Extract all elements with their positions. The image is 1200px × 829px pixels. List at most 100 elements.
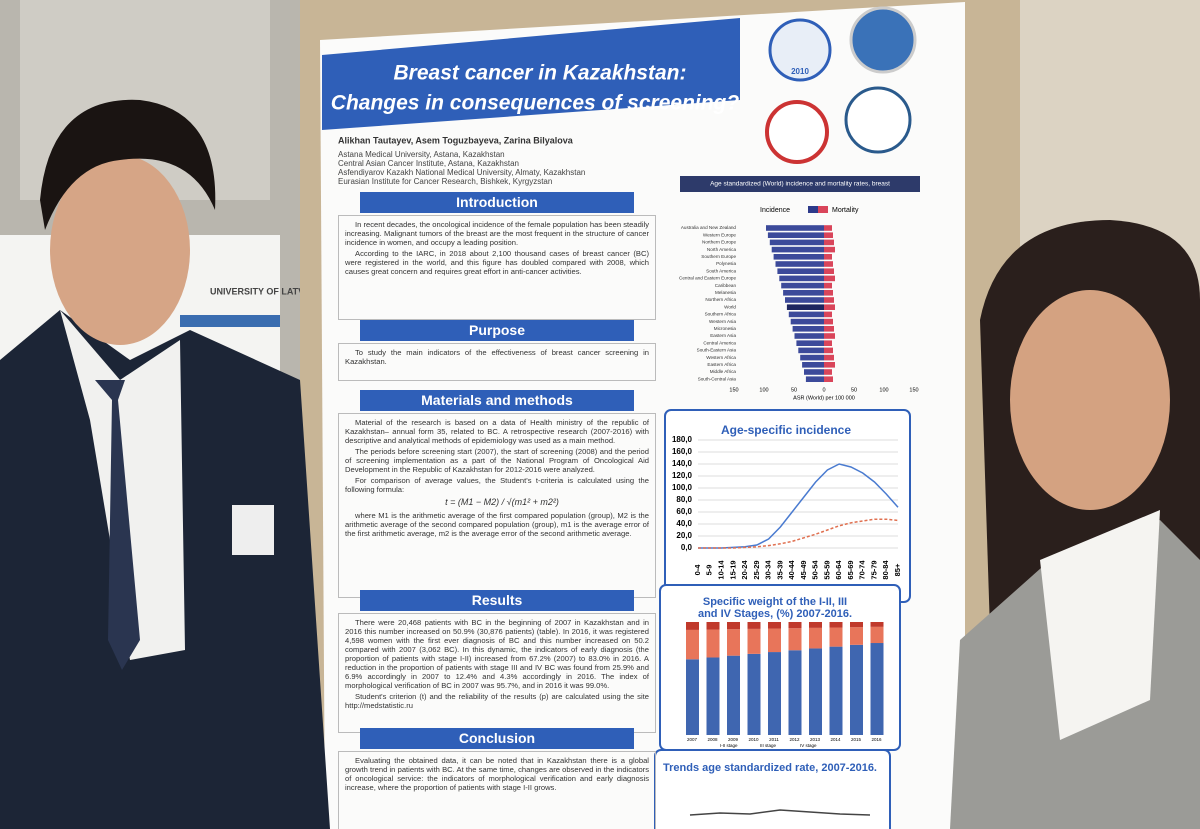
mortality-bar — [824, 239, 834, 246]
section: Results There were 20,468 patients with B… — [338, 590, 656, 733]
section: Introduction In recent decades, the oncol… — [338, 192, 656, 320]
world-chart: Incidence Mortality Australia and New Zeal… — [679, 206, 919, 401]
incidence-bar — [783, 290, 824, 296]
stage-bar — [768, 628, 781, 653]
stage-bar — [809, 648, 822, 735]
incidence-bar — [804, 369, 824, 375]
incidence-bar — [766, 225, 824, 231]
incidence-bar — [771, 246, 824, 253]
mortality-bar — [824, 268, 834, 274]
x-tick-label: 75-79 — [869, 560, 878, 579]
stage-bar — [768, 652, 781, 735]
legend-swatch — [818, 206, 828, 213]
legend-label: IV stage — [800, 743, 817, 748]
paragraph: Evaluating the obtained data, it can be … — [345, 756, 649, 792]
age-chart: 180,0 160,0 140,0 120,0 100,0 80,0 60,0 40,0 20,… — [672, 435, 902, 579]
mortality-bar — [824, 254, 832, 260]
stage-bar — [850, 644, 863, 735]
incidence-bar — [796, 340, 824, 346]
stage-bar — [706, 622, 720, 630]
region-label: Australia and New Zealand — [681, 225, 737, 230]
x-tick-label: 50 — [791, 387, 797, 393]
incidence-bar — [781, 282, 824, 289]
logo-text: UNIVERSITY OF LATVIA — [210, 286, 314, 296]
incidence-bar — [767, 232, 824, 238]
y-tick-label: 160,0 — [672, 447, 693, 456]
stage-bar — [706, 629, 720, 658]
incidence-bar — [769, 239, 824, 246]
year-label: 2007 — [687, 737, 698, 742]
incidence-bar — [773, 254, 824, 260]
logo — [844, 86, 912, 154]
affiliation: Central Asian Cancer Institute, Astana, … — [338, 159, 519, 168]
authors: Alikhan Tautayev, Asem Toguzbayeva, Zari… — [338, 135, 574, 145]
region-label: Northern Europe — [702, 240, 736, 245]
x-tick-label: 5-9 — [705, 565, 714, 576]
year-label: 2008 — [707, 737, 718, 742]
region-label: South-Eastern Asia — [697, 348, 737, 353]
mortality-bar — [824, 340, 832, 346]
y-tick-label: 180,0 — [672, 435, 693, 444]
title-banner — [322, 18, 740, 130]
section-body: Evaluating the obtained data, it can be … — [338, 751, 656, 829]
section-heading: Materials and methods — [360, 390, 634, 411]
incidence-bar — [775, 261, 824, 267]
region-label: Southern Africa — [705, 312, 737, 317]
mortality-bar — [824, 232, 833, 238]
stage-bar — [686, 622, 699, 630]
incidence-bar — [802, 362, 824, 368]
x-tick-label: 80-84 — [881, 560, 890, 580]
poster-bar — [180, 315, 280, 327]
stage-bar — [870, 622, 884, 627]
mortality-bar — [824, 326, 834, 332]
incidence-bar — [779, 275, 824, 282]
stage-bar — [747, 628, 761, 654]
stage-bar — [829, 646, 843, 735]
chart-title: Specific weight of the I-II, III — [703, 596, 847, 608]
section-heading: Purpose — [360, 320, 634, 341]
incidence-bar — [785, 297, 824, 303]
paragraph: Student's criterion (t) and the reliabil… — [345, 692, 649, 710]
mortality-bar — [824, 261, 833, 267]
incidence-bar — [794, 333, 824, 339]
incidence-bar — [777, 268, 824, 274]
mortality-bar — [824, 297, 834, 303]
stage-bar — [727, 655, 740, 735]
chart-header — [680, 176, 920, 192]
mortality-bar — [824, 369, 832, 375]
affiliations: Astana Medical University, Astana, Kazak… — [338, 150, 585, 186]
stage-bar — [850, 622, 863, 628]
hair — [40, 99, 216, 230]
x-tick-label: 55-59 — [822, 560, 831, 579]
stage-bar — [747, 653, 761, 735]
mortality-bar — [824, 311, 832, 318]
legend-label: Incidence — [760, 207, 790, 214]
x-tick-label: 30-34 — [764, 560, 773, 580]
x-tick-label: 150 — [729, 387, 738, 393]
tie — [95, 380, 140, 670]
section-heading: Results — [360, 590, 634, 611]
incidence-curve — [698, 463, 899, 549]
mortality-bar — [824, 347, 833, 354]
year-label: 2016 — [871, 737, 882, 742]
year-label: 2012 — [789, 737, 800, 742]
mortality-bar — [824, 290, 833, 296]
paragraph: Material of the research is based on a d… — [345, 418, 649, 445]
stage-bar — [788, 622, 802, 629]
x-tick-label: 40-44 — [787, 560, 796, 580]
stage-bar — [870, 643, 884, 735]
x-tick-label: 15-19 — [728, 560, 737, 579]
region-label: Eastern Africa — [707, 362, 736, 367]
region-label: Western Asia — [709, 319, 736, 324]
legend-label: III stage — [760, 743, 777, 748]
paragraph: In recent decades, the oncological incid… — [345, 220, 649, 247]
affiliation: Eurasian Institute for Cancer Research, … — [338, 177, 553, 186]
chart-title: and IV Stages, (%) 2007-2016. — [698, 608, 852, 620]
section-body: To study the main indicators of the effe… — [338, 343, 656, 381]
axis-label: ASR (World) per 100 000 — [793, 395, 855, 401]
logo — [849, 6, 917, 74]
region-label: Northern Africa — [705, 297, 736, 302]
formula: t = (M1 − M2) / √(m1² + m2²) — [445, 497, 559, 507]
stage-bar — [829, 627, 843, 647]
face — [1010, 290, 1170, 510]
